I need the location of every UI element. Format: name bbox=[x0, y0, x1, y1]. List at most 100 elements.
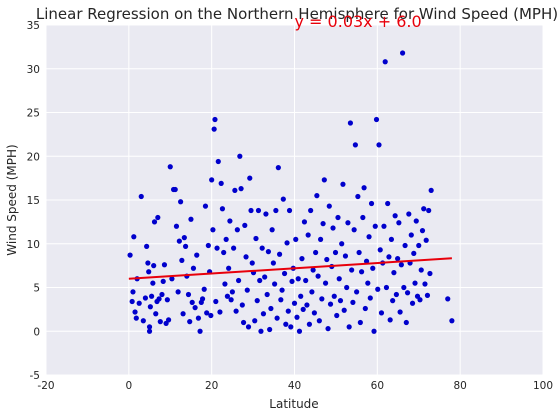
data-point bbox=[310, 267, 316, 273]
data-point bbox=[136, 300, 142, 306]
data-point bbox=[396, 220, 402, 226]
y-tick-labels: -5 0 5 10 15 20 25 30 35 bbox=[27, 20, 40, 382]
data-point bbox=[357, 319, 363, 326]
data-point bbox=[160, 278, 166, 284]
data-point bbox=[129, 298, 135, 305]
data-point bbox=[218, 180, 224, 186]
x-tick-label: 80 bbox=[453, 380, 466, 392]
data-point bbox=[293, 236, 299, 242]
data-point bbox=[341, 307, 347, 313]
data-point bbox=[361, 185, 367, 191]
data-point bbox=[180, 311, 186, 317]
data-point bbox=[360, 214, 366, 221]
data-point bbox=[358, 269, 365, 275]
data-point bbox=[404, 290, 411, 296]
data-point bbox=[283, 321, 289, 327]
data-point bbox=[313, 249, 319, 256]
data-point bbox=[372, 223, 378, 229]
data-point bbox=[408, 232, 414, 238]
x-tick-label: -20 bbox=[37, 380, 54, 392]
data-point bbox=[339, 241, 345, 247]
data-point bbox=[182, 243, 189, 249]
data-point bbox=[133, 315, 139, 321]
data-point bbox=[289, 278, 295, 284]
data-point bbox=[386, 254, 392, 260]
data-point bbox=[228, 297, 234, 303]
data-point bbox=[192, 305, 198, 311]
data-point bbox=[418, 267, 424, 273]
x-tick-label: 100 bbox=[533, 380, 553, 392]
data-point bbox=[345, 220, 351, 226]
data-point bbox=[223, 236, 229, 242]
data-point bbox=[398, 262, 404, 268]
data-point bbox=[157, 319, 163, 325]
data-point bbox=[242, 222, 248, 228]
data-point bbox=[140, 318, 146, 324]
data-point bbox=[244, 287, 250, 293]
data-point bbox=[417, 297, 423, 303]
data-point bbox=[222, 281, 228, 287]
data-point bbox=[155, 214, 161, 221]
data-point bbox=[311, 310, 317, 316]
data-point bbox=[350, 299, 356, 305]
data-point bbox=[321, 177, 327, 183]
data-point bbox=[215, 158, 221, 165]
data-point bbox=[304, 302, 310, 308]
data-point bbox=[303, 277, 309, 284]
y-tick-label: 15 bbox=[27, 195, 40, 207]
data-point bbox=[354, 289, 360, 295]
data-point bbox=[409, 300, 416, 306]
data-point bbox=[385, 200, 391, 207]
data-point bbox=[306, 321, 313, 327]
data-point bbox=[377, 247, 383, 253]
data-point bbox=[212, 116, 218, 123]
data-point bbox=[399, 50, 406, 56]
data-point bbox=[295, 276, 301, 282]
data-point bbox=[391, 270, 397, 276]
data-point bbox=[291, 300, 298, 306]
data-point bbox=[199, 296, 206, 302]
data-point bbox=[239, 302, 245, 308]
data-point bbox=[272, 281, 278, 287]
x-tick-label: 0 bbox=[125, 380, 132, 392]
data-point bbox=[401, 284, 407, 291]
data-point bbox=[153, 311, 159, 317]
data-point bbox=[232, 187, 238, 193]
data-point bbox=[169, 276, 175, 282]
data-point bbox=[390, 298, 396, 304]
data-point bbox=[247, 175, 253, 181]
data-point bbox=[411, 250, 417, 256]
data-point bbox=[165, 317, 172, 323]
regression-line bbox=[128, 257, 452, 280]
data-point bbox=[352, 142, 358, 148]
data-point bbox=[213, 298, 219, 305]
data-point bbox=[355, 193, 361, 200]
data-point bbox=[370, 265, 376, 271]
data-point bbox=[142, 295, 148, 301]
data-point bbox=[368, 200, 375, 207]
data-point bbox=[362, 305, 368, 312]
data-point bbox=[393, 291, 399, 298]
data-point bbox=[376, 142, 382, 148]
data-point bbox=[449, 318, 455, 324]
data-point bbox=[363, 258, 370, 264]
data-point bbox=[281, 270, 288, 277]
data-point bbox=[268, 305, 274, 312]
data-point bbox=[255, 207, 262, 214]
data-point bbox=[233, 308, 239, 314]
data-point bbox=[178, 199, 184, 205]
data-point bbox=[327, 301, 334, 307]
data-point bbox=[226, 265, 232, 271]
data-point bbox=[309, 289, 315, 295]
data-point bbox=[378, 310, 385, 316]
chart-title: Linear Regression on the Northern Hemisp… bbox=[36, 5, 558, 23]
data-point bbox=[146, 324, 153, 330]
data-point bbox=[243, 254, 249, 260]
data-point bbox=[278, 297, 284, 303]
data-point bbox=[365, 280, 371, 286]
data-point bbox=[245, 324, 252, 330]
data-point bbox=[260, 311, 267, 317]
data-point bbox=[273, 207, 279, 214]
data-point bbox=[324, 256, 330, 263]
